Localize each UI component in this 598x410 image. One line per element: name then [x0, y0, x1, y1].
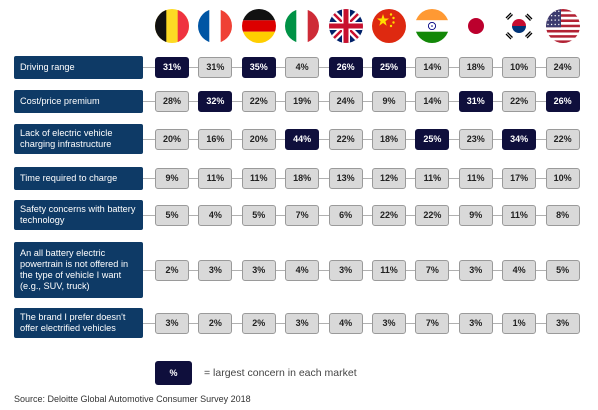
- france-flag-icon: [198, 9, 233, 43]
- value-cell-largest: 35%: [241, 56, 276, 78]
- row-label: The brand I prefer doesn't offer electri…: [14, 308, 143, 338]
- value-cell: 31%: [198, 56, 233, 78]
- value-cell: 24%: [328, 90, 363, 112]
- legend-highlight-swatch: %: [155, 361, 192, 385]
- value-cell: 3%: [241, 259, 276, 281]
- value-cell: 14%: [415, 90, 450, 112]
- value-cell: 20%: [155, 128, 189, 150]
- value-cell: 9%: [372, 90, 406, 112]
- india-flag-icon: [415, 9, 450, 43]
- value-cell: 3%: [458, 312, 493, 334]
- value-cell: 4%: [198, 204, 233, 226]
- value-cell: 18%: [285, 167, 320, 189]
- flag-header: [0, 0, 598, 50]
- value-cell: 3%: [458, 259, 493, 281]
- value-cell: 17%: [502, 167, 537, 189]
- value-cell: 22%: [502, 90, 537, 112]
- value-cell: 5%: [241, 204, 276, 226]
- value-cell: 22%: [372, 204, 406, 226]
- value-cell: 4%: [502, 259, 537, 281]
- value-cell-largest: 44%: [285, 128, 320, 150]
- value-cell: 10%: [545, 167, 580, 189]
- value-cell-largest: 26%: [545, 90, 580, 112]
- value-cell: 5%: [545, 259, 580, 281]
- value-cell-largest: 32%: [198, 90, 233, 112]
- italy-flag-icon: [285, 9, 320, 43]
- value-cell: 14%: [415, 56, 450, 78]
- value-cell: 24%: [545, 56, 580, 78]
- value-cell-largest: 31%: [155, 56, 189, 78]
- concern-table: Driving range 31% 31% 35% 4% 26% 25% 14% 18% 10% 2…: [14, 55, 580, 338]
- value-cell: 18%: [372, 128, 406, 150]
- value-cell: 3%: [545, 312, 580, 334]
- value-cell-largest: 25%: [415, 128, 450, 150]
- value-cell: 22%: [241, 90, 276, 112]
- value-cell: 12%: [372, 167, 406, 189]
- value-cell-largest: 31%: [458, 90, 493, 112]
- value-cell: 1%: [502, 312, 537, 334]
- value-cell: 22%: [415, 204, 450, 226]
- value-cell: 7%: [415, 312, 450, 334]
- value-cell: 5%: [155, 204, 189, 226]
- value-cell: 4%: [285, 56, 320, 78]
- value-cell: 7%: [415, 259, 450, 281]
- value-cell: 11%: [241, 167, 276, 189]
- value-cell: 11%: [502, 204, 537, 226]
- value-cell: 4%: [328, 312, 363, 334]
- value-cell: 10%: [502, 56, 537, 78]
- row-label: Safety concerns with battery technology: [14, 200, 143, 230]
- value-cell: 6%: [328, 204, 363, 226]
- japan-flag-icon: [458, 9, 493, 43]
- value-cell: 20%: [241, 128, 276, 150]
- value-cell: 28%: [155, 90, 189, 112]
- source-note: Source: Deloitte Global Automotive Consu…: [14, 394, 251, 404]
- value-cell: 22%: [545, 128, 580, 150]
- value-cell: 2%: [198, 312, 233, 334]
- row-label: An all battery electric powertrain is no…: [14, 242, 143, 298]
- belgium-flag-icon: [155, 9, 189, 43]
- value-cell: 11%: [415, 167, 450, 189]
- value-cell: 16%: [198, 128, 233, 150]
- value-cell: 11%: [198, 167, 233, 189]
- germany-flag-icon: [241, 9, 276, 43]
- value-cell: 3%: [155, 312, 189, 334]
- south-korea-flag-icon: [502, 9, 537, 43]
- value-cell-largest: 34%: [502, 128, 537, 150]
- value-cell: 19%: [285, 90, 320, 112]
- value-cell: 3%: [198, 259, 233, 281]
- value-cell: 2%: [241, 312, 276, 334]
- value-cell: 13%: [328, 167, 363, 189]
- value-cell: 7%: [285, 204, 320, 226]
- value-cell: 3%: [372, 312, 406, 334]
- value-cell: 9%: [458, 204, 493, 226]
- row-label: Time required to charge: [14, 166, 143, 190]
- legend-text: = largest concern in each market: [204, 367, 357, 379]
- value-cell: 11%: [458, 167, 493, 189]
- china-flag-icon: [372, 9, 406, 43]
- value-cell: 22%: [328, 128, 363, 150]
- value-cell: 2%: [155, 259, 189, 281]
- value-cell-largest: 25%: [372, 56, 406, 78]
- value-cell: 18%: [458, 56, 493, 78]
- value-cell: 11%: [372, 259, 406, 281]
- value-cell: 3%: [285, 312, 320, 334]
- value-cell: 8%: [545, 204, 580, 226]
- value-cell: 9%: [155, 167, 189, 189]
- value-cell: 3%: [328, 259, 363, 281]
- value-cell: 23%: [458, 128, 493, 150]
- row-label: Driving range: [14, 55, 143, 79]
- row-label: Lack of electric vehicle charging infras…: [14, 124, 143, 154]
- value-cell: 4%: [285, 259, 320, 281]
- value-cell-largest: 26%: [328, 56, 363, 78]
- row-label: Cost/price premium: [14, 89, 143, 113]
